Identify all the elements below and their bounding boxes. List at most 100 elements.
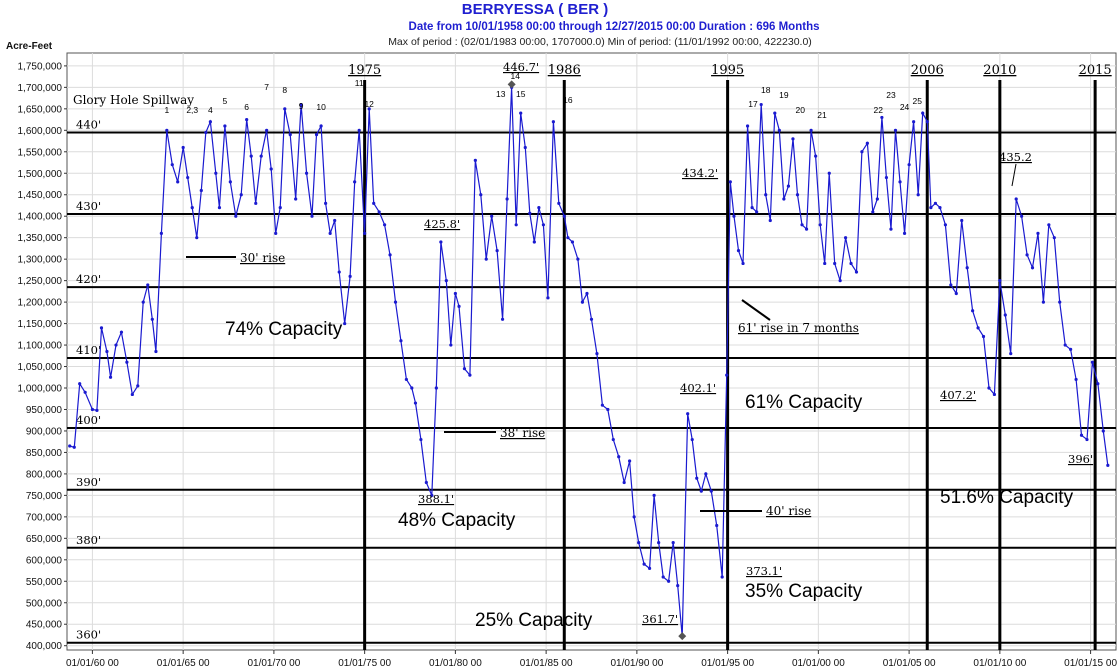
data-point	[709, 489, 713, 493]
data-point	[473, 158, 477, 162]
data-point	[68, 444, 72, 448]
peak-number: 10	[316, 102, 326, 112]
data-point	[176, 180, 180, 184]
data-point	[413, 401, 418, 405]
chart-subtitle: Date from 10/01/1958 00:00 through 12/27…	[409, 21, 820, 33]
y-tick-label: 1,600,000	[18, 126, 63, 137]
data-point	[170, 163, 174, 167]
y-tick-label: 1,100,000	[18, 341, 63, 352]
peak-number: 15	[516, 89, 526, 99]
data-point	[557, 201, 561, 205]
y-ticks: 400,000 450,000 500,000 550,000 600,000 650,0…	[18, 61, 67, 652]
data-point	[981, 334, 986, 339]
data-point	[600, 403, 604, 407]
data-point	[838, 279, 842, 283]
elev-425-8: 425.8'	[424, 217, 460, 231]
x-tick-label: 01/01/10 00	[973, 658, 1026, 669]
x-tick-label: 01/01/70 00	[247, 658, 300, 669]
data-point	[652, 493, 656, 497]
data-point	[632, 515, 636, 519]
data-point	[208, 120, 212, 124]
data-point	[745, 124, 750, 128]
data-point	[551, 120, 555, 124]
y-tick-label: 1,700,000	[18, 83, 63, 94]
data-point	[580, 300, 585, 304]
data-point	[1036, 231, 1040, 235]
y-tick-label: 1,650,000	[18, 104, 63, 115]
data-point	[1069, 347, 1073, 351]
data-point	[960, 218, 964, 223]
data-point	[505, 197, 509, 201]
data-point	[278, 206, 282, 210]
peak-number: 22	[874, 105, 884, 115]
data-point	[393, 300, 398, 304]
y-tick-label: 900,000	[26, 426, 63, 437]
data-point	[814, 154, 818, 158]
data-point	[750, 206, 754, 210]
data-point	[304, 171, 309, 175]
data-point	[419, 437, 423, 442]
data-point	[804, 227, 809, 231]
data-point	[1079, 433, 1084, 437]
data-point	[676, 583, 680, 588]
data-point	[585, 291, 589, 296]
data-point	[99, 326, 104, 330]
peak-number: 9	[299, 101, 304, 111]
data-point	[671, 541, 675, 545]
data-point	[1074, 377, 1078, 382]
elev-373-1: 373.1'	[746, 564, 782, 578]
elevation-label: 360'	[76, 628, 101, 642]
x-tick-label: 01/01/75 00	[338, 658, 391, 669]
data-point	[424, 480, 428, 485]
data-point	[314, 133, 319, 137]
y-tick-label: 550,000	[26, 577, 63, 588]
data-point	[818, 223, 822, 227]
data-point	[299, 102, 303, 107]
data-point	[245, 117, 249, 122]
data-point	[637, 541, 641, 545]
elev-435-2: 435.2	[999, 150, 1032, 164]
data-point	[843, 236, 848, 240]
data-point	[576, 257, 580, 261]
data-point	[377, 210, 381, 214]
elev-402-1: 402.1'	[680, 381, 716, 395]
data-point	[125, 360, 129, 364]
y-tick-label: 1,550,000	[18, 147, 63, 158]
data-point	[562, 214, 566, 218]
data-point	[367, 107, 371, 111]
data-point	[457, 304, 461, 309]
data-point	[647, 566, 652, 570]
data-point	[363, 231, 367, 235]
data-point	[254, 201, 258, 205]
y-tick-label: 400,000	[26, 641, 63, 652]
data-point	[667, 579, 671, 583]
data-point	[595, 352, 599, 356]
data-point	[537, 206, 541, 210]
peak-number: 11	[355, 78, 364, 88]
peak-number: 25	[913, 96, 923, 106]
data-point	[1047, 223, 1051, 227]
data-point	[741, 261, 745, 266]
data-point	[181, 145, 185, 150]
data-point	[916, 193, 920, 197]
data-point	[809, 128, 813, 132]
rise38-label: 38' rise	[500, 426, 545, 440]
data-point	[294, 197, 298, 201]
capacity-51-6: 51.6% Capacity	[940, 487, 1074, 508]
data-point	[204, 130, 208, 135]
data-point	[1025, 253, 1029, 257]
y-tick-label: 700,000	[26, 512, 63, 523]
data-point	[622, 480, 626, 485]
data-point	[617, 455, 621, 459]
x-tick-label: 01/01/85 00	[520, 658, 573, 669]
data-point	[72, 445, 76, 449]
elevation-label: 420'	[76, 272, 101, 286]
peak-number: 24	[900, 102, 910, 112]
peak-number: 20	[795, 105, 805, 115]
y-tick-label: 1,250,000	[18, 276, 63, 287]
data-point	[462, 367, 467, 371]
data-point	[333, 218, 337, 223]
data-point	[383, 223, 387, 227]
y-tick-label: 1,450,000	[18, 190, 63, 201]
data-point	[119, 330, 124, 334]
